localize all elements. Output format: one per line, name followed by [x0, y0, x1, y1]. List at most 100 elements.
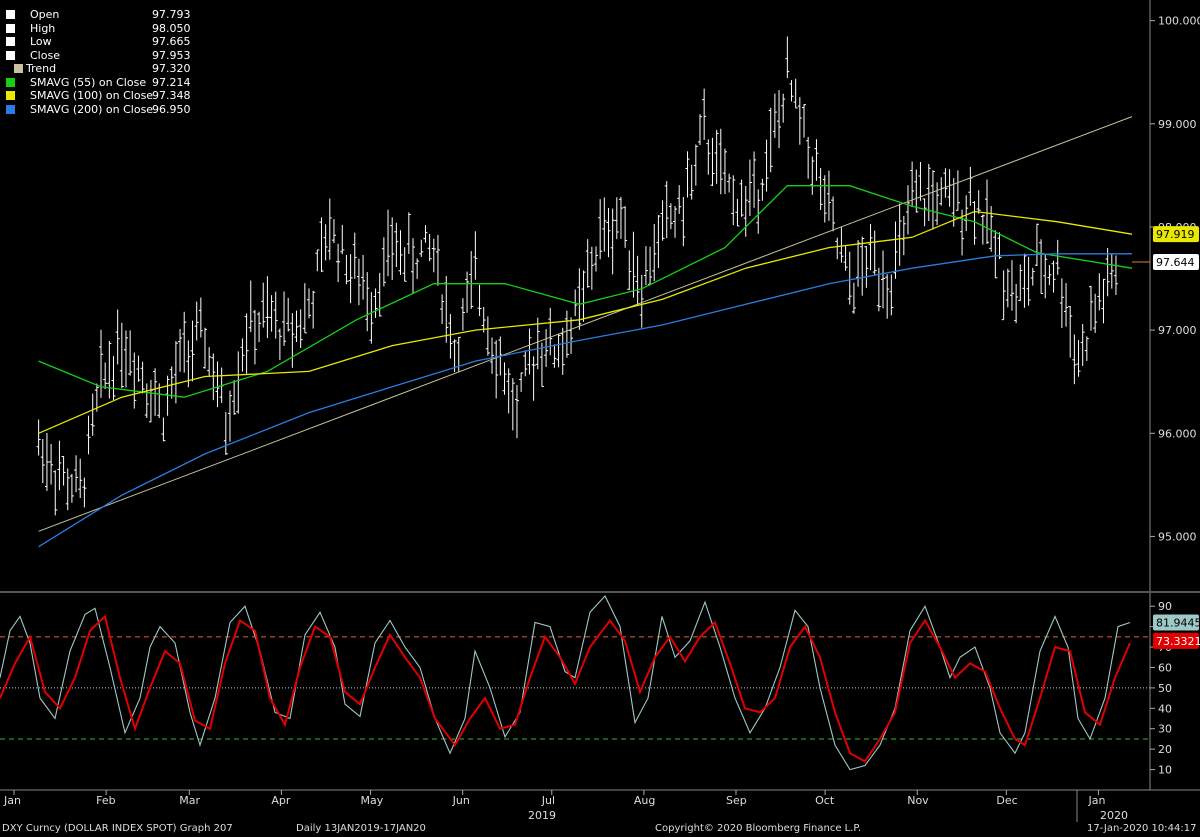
legend-item: High 98.050: [6, 22, 191, 36]
ohlc-bar: [872, 230, 877, 276]
ohlc-bar: [506, 368, 511, 414]
ohlc-bar: [1014, 283, 1019, 324]
ohlc-bar: [1051, 260, 1056, 293]
ohlc-bar: [519, 372, 524, 392]
ohlc-bar: [918, 162, 923, 201]
legend-swatch: [14, 64, 23, 73]
ohlc-bar: [111, 356, 116, 400]
ohlc-bar: [585, 239, 590, 288]
ohlc-bar: [1039, 239, 1044, 294]
legend-value: 97.793: [152, 8, 191, 21]
ohlc-bar: [594, 246, 599, 272]
x-tick-label: Sep: [726, 794, 747, 807]
ohlc-bar: [469, 251, 474, 309]
ohlc-bar: [560, 327, 565, 375]
ohlc-bar: [623, 206, 628, 248]
ohlc-bar: [123, 330, 128, 388]
ohlc-bar: [718, 128, 723, 195]
ohlc-bar: [976, 190, 981, 214]
ohlc-bar: [618, 196, 623, 239]
ohlc-bar: [914, 169, 919, 213]
ohlc-bar: [955, 170, 960, 211]
legend-item: SMAVG (100) on Close 97.348: [6, 89, 191, 103]
legend-item: SMAVG (200) on Close 96.950: [6, 103, 191, 117]
ohlc-bar: [668, 203, 673, 230]
ohlc-bar: [722, 148, 727, 195]
ohlc-bar: [539, 342, 544, 387]
ohlc-bar: [203, 327, 208, 369]
legend-label: SMAVG (100) on Close: [30, 89, 154, 102]
ohlc-bar: [664, 181, 669, 239]
ohlc-bar: [1084, 336, 1089, 361]
legend-label: SMAVG (55) on Close: [30, 75, 147, 89]
ohlc-bar: [706, 139, 711, 175]
close-last-label: 97.644: [1156, 256, 1195, 269]
ohlc-bar: [423, 225, 428, 243]
ohlc-bar: [860, 236, 865, 296]
ohlc-bar: [764, 139, 769, 192]
sma100-last-label: 97.919: [1156, 228, 1195, 241]
x-tick-label: Jan: [1087, 794, 1105, 807]
ohlc-bar: [211, 353, 216, 401]
stoch-d-last-label-box: [1153, 632, 1199, 649]
ohlc-bar: [99, 329, 104, 398]
ohlc-bar: [660, 200, 665, 241]
ohlc-bar: [1043, 253, 1048, 299]
ohlc-bar: [57, 440, 62, 491]
stoch-d-line: [0, 614, 1131, 763]
ohlc-bar: [394, 222, 399, 268]
ohlc-bar: [735, 198, 740, 227]
legend-value: 97.214: [152, 75, 191, 89]
ohlc-bar: [227, 390, 232, 442]
osc-y-tick-label: 20: [1158, 743, 1172, 756]
security-label: DXY Curncy (DOLLAR INDEX SPOT) Graph 207: [2, 823, 233, 834]
ohlc-bar: [178, 328, 183, 372]
ohlc-bar: [947, 169, 952, 207]
osc-y-tick-label: 90: [1158, 600, 1172, 613]
ohlc-bar: [964, 195, 969, 231]
ohlc-bar: [972, 201, 977, 245]
ohlc-bar: [1018, 264, 1023, 302]
x-tick-label: Feb: [96, 794, 115, 807]
ohlc-bar: [985, 179, 990, 245]
ohlc-bar: [115, 309, 120, 365]
osc-y-tick-label: 40: [1158, 702, 1172, 715]
ohlc-bar: [556, 333, 561, 368]
osc-y-tick-label: 30: [1158, 723, 1172, 736]
legend-value: 97.665: [152, 35, 191, 48]
year-label: 2019: [528, 809, 556, 822]
ohlc-bar: [148, 379, 153, 423]
ohlc-bar: [818, 168, 823, 211]
ohlc-bar: [410, 238, 415, 294]
ohlc-bar: [689, 164, 694, 200]
ohlc-bar: [922, 198, 927, 227]
ohlc-bar: [140, 361, 145, 394]
sma100-last-label-box: [1153, 226, 1199, 243]
x-tick-label: Aug: [634, 794, 655, 807]
ohlc-bar: [290, 313, 295, 368]
ohlc-bar: [435, 234, 440, 286]
x-tick-label: Jun: [452, 794, 470, 807]
ohlc-bar: [673, 206, 678, 238]
ohlc-bar: [569, 317, 574, 354]
ohlc-bar: [943, 168, 948, 198]
ohlc-bar: [365, 272, 370, 332]
ohlc-bar: [839, 227, 844, 263]
ohlc-bar: [452, 339, 457, 373]
legend-value: 97.953: [152, 48, 191, 62]
ohlc-bar: [785, 36, 790, 79]
ohlc-bar: [876, 267, 881, 312]
ohlc-bar: [793, 78, 798, 109]
ohlc-bar: [502, 362, 507, 395]
ohlc-bar: [386, 209, 391, 277]
ohlc-bar: [714, 129, 719, 184]
ohlc-bar: [935, 182, 940, 226]
ohlc-bar: [169, 366, 174, 399]
ohlc-bar: [777, 90, 782, 149]
ohlc-bar: [1005, 268, 1010, 308]
ohlc-bar: [103, 362, 108, 390]
x-tick-label: Dec: [996, 794, 1017, 807]
ohlc-bar: [215, 361, 220, 408]
ohlc-bar: [69, 473, 74, 503]
ohlc-bar: [86, 415, 91, 455]
